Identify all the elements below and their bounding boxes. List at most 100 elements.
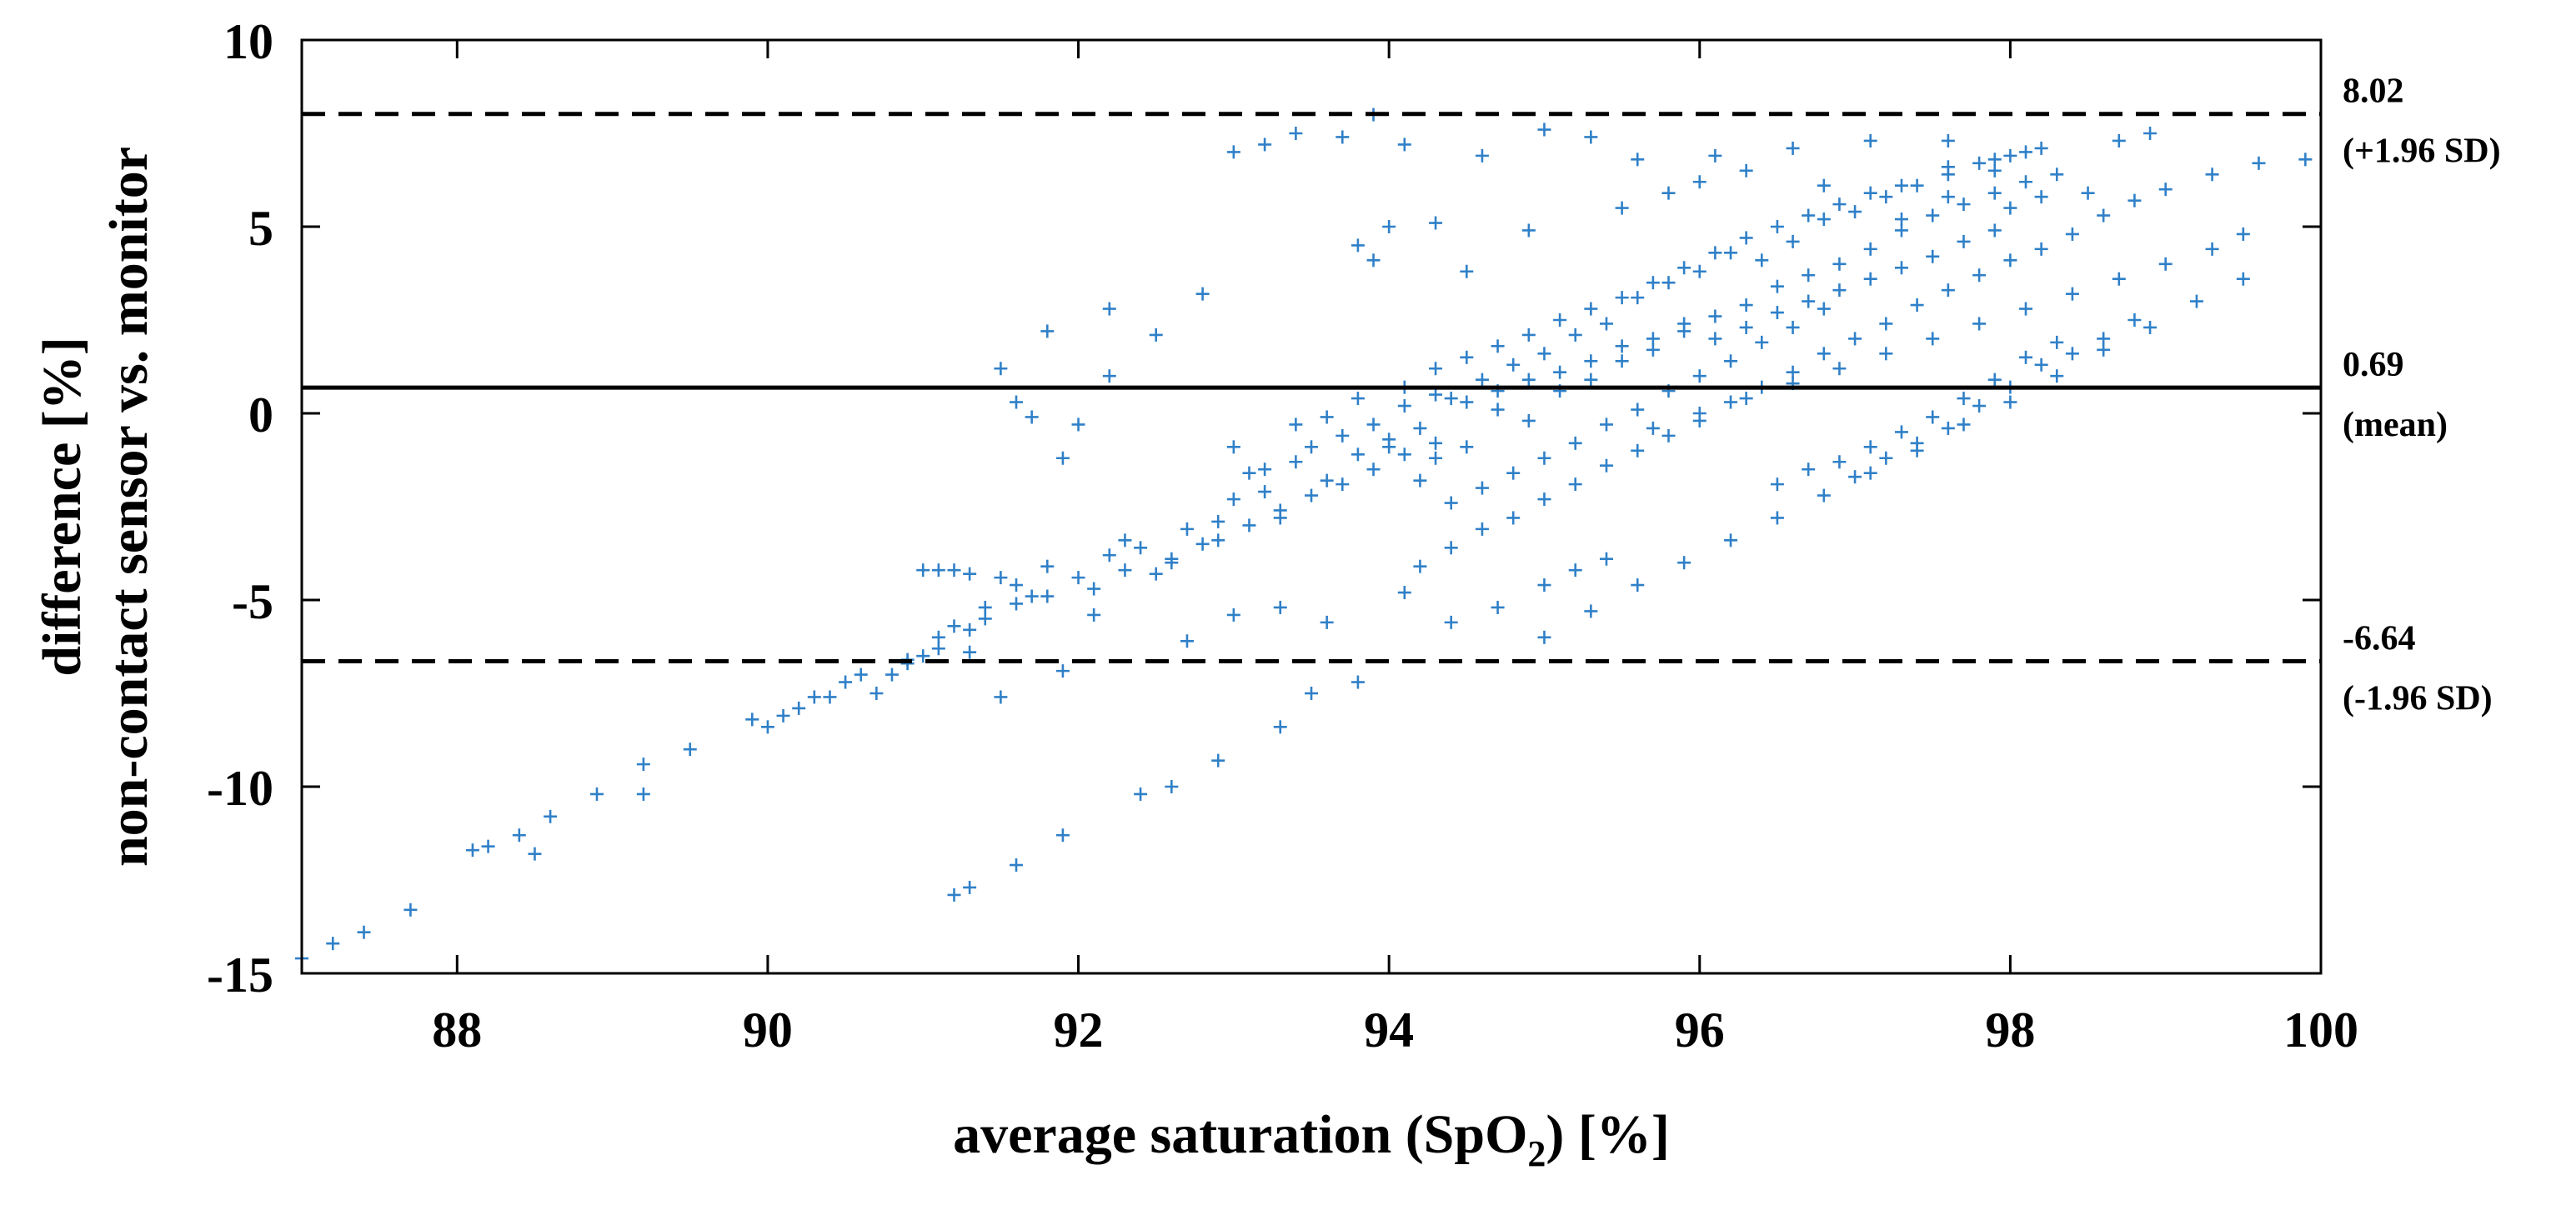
x-tick-label: 90: [743, 1002, 793, 1058]
data-point: [1460, 395, 1474, 409]
data-point: [465, 843, 479, 858]
data-point: [1055, 664, 1070, 678]
data-point: [2097, 332, 2111, 346]
data-point: [1708, 309, 1722, 323]
data-point: [1770, 306, 1784, 320]
data-point: [1786, 365, 1800, 379]
data-point: [1180, 634, 1194, 648]
data-point: [1149, 567, 1163, 581]
data-point: [2127, 313, 2142, 327]
data-point: [1631, 291, 1645, 305]
data-point: [760, 720, 774, 734]
data-point: [1926, 410, 1940, 424]
data-point: [2097, 208, 2111, 222]
data-point: [1661, 428, 1676, 442]
data-point: [1429, 436, 1443, 450]
data-point: [1273, 720, 1287, 734]
data-point: [1258, 138, 1272, 152]
data-point: [1894, 223, 1908, 238]
data-point: [885, 668, 899, 682]
data-point: [1863, 440, 1877, 454]
data-point: [1336, 478, 1350, 492]
x-axis-title-subscript: 2: [1527, 1133, 1546, 1174]
data-point: [1894, 425, 1908, 439]
data-point: [1677, 261, 1691, 275]
data-point: [1537, 122, 1551, 137]
data-point: [1848, 332, 1862, 346]
data-point: [1879, 451, 1893, 465]
reference-lines: 0.69 (mean) 8.02 (+1.96 SD) -6.64 (-1.96 SD): [302, 72, 2501, 718]
data-point: [1646, 276, 1660, 290]
data-point: [1879, 190, 1893, 204]
plot-frame: [300, 38, 2323, 975]
data-point: [2019, 350, 2033, 364]
data-point: [1087, 608, 1101, 622]
data-point: [1770, 478, 1784, 492]
data-point: [1957, 234, 1971, 248]
data-point: [1910, 298, 1924, 312]
data-point: [947, 619, 961, 633]
data-point: [2236, 227, 2250, 241]
data-point: [1336, 428, 1350, 442]
data-point: [1724, 246, 1738, 260]
data-point: [1832, 362, 1847, 376]
data-point: [1475, 148, 1489, 162]
data-point: [1444, 392, 1458, 406]
data-point: [1708, 148, 1722, 162]
data-point: [1242, 466, 1256, 480]
data-point: [2081, 186, 2095, 200]
data-point: [2252, 156, 2266, 170]
data-point: [1863, 466, 1877, 480]
data-point: [1289, 127, 1303, 140]
data-point: [1460, 350, 1474, 364]
data-point: [2050, 168, 2064, 182]
data-point: [636, 758, 650, 772]
data-point: [1397, 586, 1411, 600]
data-point: [1211, 533, 1225, 548]
y-tick-label: -5: [232, 574, 273, 629]
data-point: [1568, 478, 1582, 492]
data-point: [1692, 175, 1706, 189]
data-point: [544, 809, 558, 823]
data-point: [1226, 492, 1240, 507]
data-point: [1972, 317, 1987, 331]
data-point: [1631, 402, 1645, 417]
data-point: [1677, 556, 1691, 570]
data-point: [1692, 369, 1706, 383]
data-point: [1724, 395, 1738, 409]
data-point: [1863, 272, 1877, 286]
data-point: [1972, 156, 1987, 170]
data-point: [2050, 369, 2064, 383]
data-point: [1102, 302, 1116, 316]
data-point: [1429, 451, 1443, 465]
data-point: [1413, 473, 1427, 488]
data-point: [947, 563, 961, 578]
x-tick-label: 94: [1364, 1002, 1414, 1058]
data-point: [1568, 328, 1582, 342]
data-point: [1506, 358, 1521, 372]
data-point: [1739, 320, 1753, 334]
data-point: [1631, 578, 1645, 592]
data-point: [839, 675, 853, 689]
y-tick-label: 5: [248, 201, 273, 256]
data-point: [1165, 780, 1179, 793]
data-point: [807, 690, 821, 704]
data-point: [1475, 372, 1489, 387]
data-point: [1521, 413, 1536, 428]
data-point: [2158, 257, 2173, 271]
data-point: [916, 649, 930, 663]
data-point: [1226, 440, 1240, 454]
data-point: [1599, 317, 1613, 331]
data-point: [1770, 279, 1784, 293]
data-point: [1289, 455, 1303, 469]
data-point: [1863, 242, 1877, 256]
data-point: [636, 787, 650, 801]
scatter-points: [295, 108, 2313, 966]
data-point: [1661, 186, 1676, 200]
data-point: [1786, 141, 1800, 155]
data-point: [1972, 268, 1987, 282]
data-point: [1397, 448, 1411, 462]
data-point: [1537, 492, 1551, 507]
data-point: [1149, 328, 1163, 342]
data-point: [1631, 443, 1645, 458]
